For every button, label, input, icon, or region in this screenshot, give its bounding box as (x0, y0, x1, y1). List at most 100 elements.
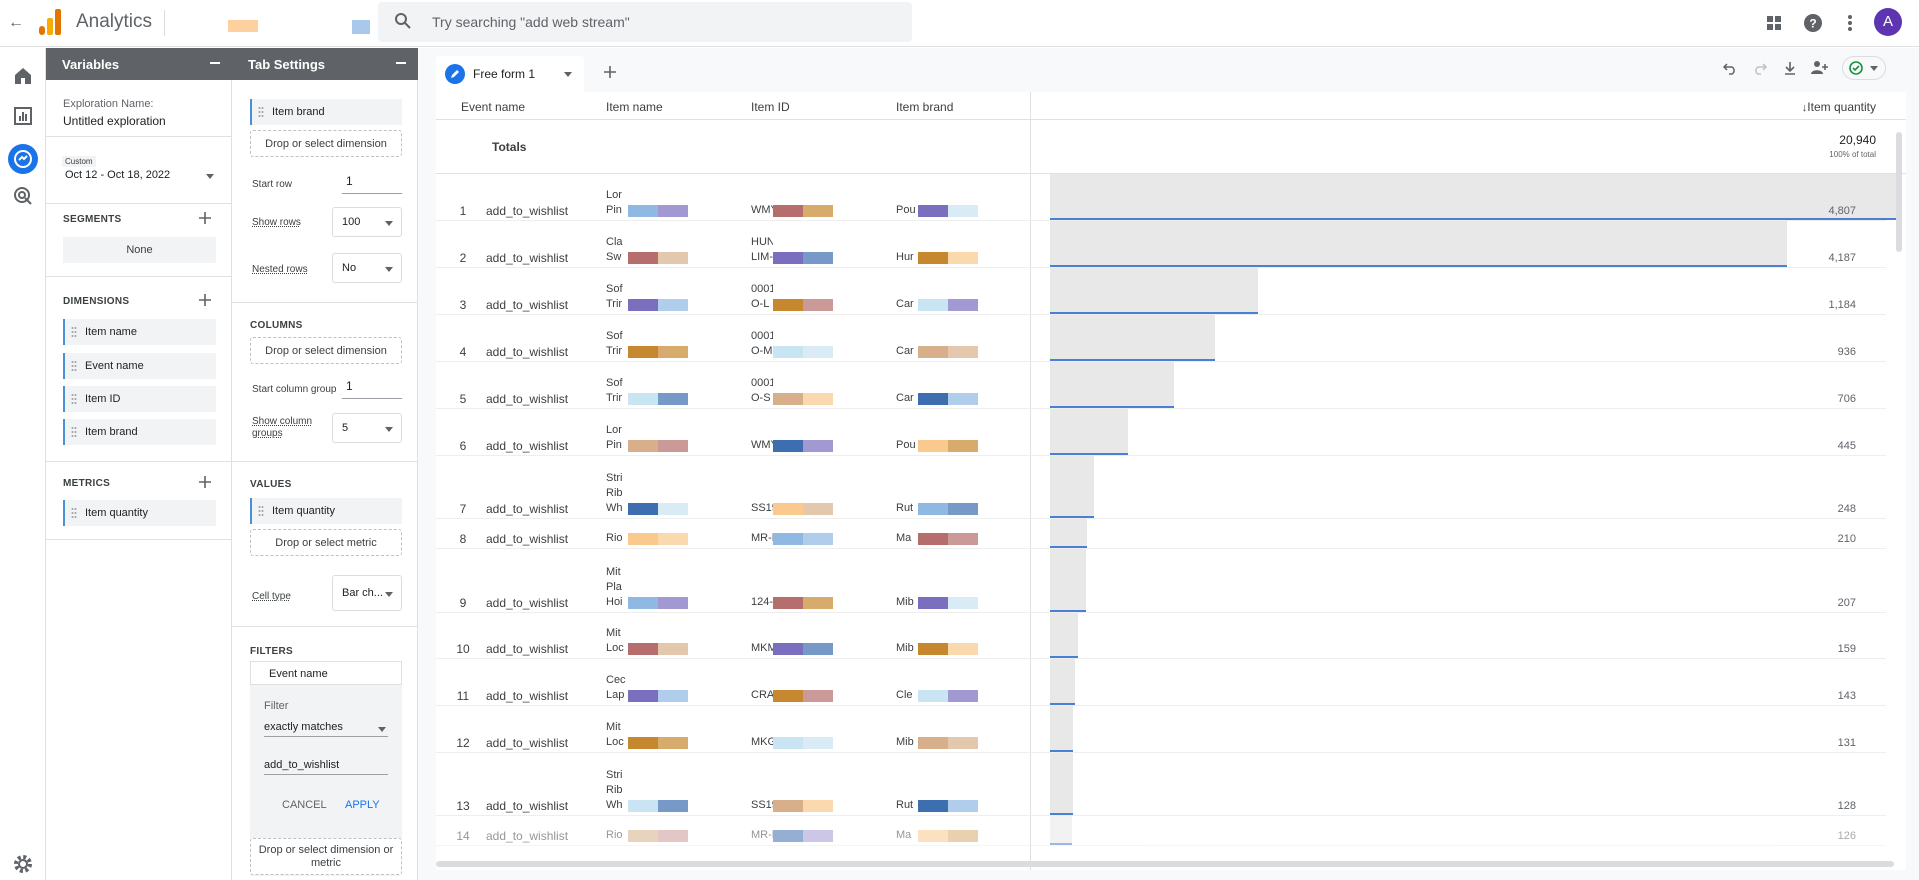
filter-operator-select[interactable]: exactly matches (264, 717, 388, 737)
dimension-chip[interactable]: Item ID (63, 386, 216, 412)
rows-drop-zone[interactable]: Drop or select dimension (250, 130, 402, 157)
date-range-picker[interactable]: Custom Oct 12 - Oct 18, 2022 (60, 156, 220, 190)
back-arrow-icon[interactable]: ← (8, 14, 24, 31)
search-bar[interactable]: Try searching "add web stream" (378, 2, 912, 42)
search-input[interactable]: Try searching "add web stream" (432, 14, 630, 30)
drag-handle-icon[interactable] (258, 505, 264, 517)
col-header-item-brand[interactable]: Item brand (896, 100, 954, 114)
redacted-block (948, 503, 978, 515)
table-row[interactable]: 13 add_to_wishlist Stri Rib Wh SS19 Rut 128 (436, 753, 1886, 816)
add-dimension-icon[interactable] (198, 293, 212, 307)
explore-icon[interactable] (7, 143, 39, 175)
show-rows-select[interactable]: 100 (332, 207, 402, 237)
values-chip-label: Item quantity (272, 505, 335, 517)
row-number: 14 (456, 829, 470, 843)
avatar[interactable]: A (1874, 8, 1902, 36)
table-row[interactable]: 1 add_to_wishlist Lor Pin WMY Pou 4,807 (436, 174, 1896, 221)
col-header-item-name[interactable]: Item name (606, 100, 663, 114)
drag-handle-icon[interactable] (71, 326, 77, 338)
exploration-name[interactable]: Untitled exploration (63, 114, 166, 128)
rows-dimension-chip[interactable]: Item brand (250, 99, 402, 125)
bar-chart-bar (1050, 549, 1086, 611)
dimension-chip[interactable]: Item name (63, 319, 216, 345)
show-column-groups-select[interactable]: 5 (332, 413, 402, 443)
drag-handle-icon[interactable] (71, 507, 77, 519)
redacted-block (658, 690, 688, 702)
item-brand-cell: Hur (896, 251, 914, 263)
table-row[interactable]: 12 add_to_wishlist Mit Loc MKGI Mib 131 (436, 706, 1886, 753)
table-row[interactable]: 10 add_to_wishlist Mit Loc MKM Mib 159 (436, 613, 1886, 659)
tab-free-form-1[interactable]: Free form 1 (436, 56, 584, 92)
table-row[interactable]: 11 add_to_wishlist Cec Lap CRAF Cle 143 (436, 659, 1886, 706)
item-brand-cell: Car (896, 392, 914, 404)
redacted-block (803, 503, 833, 515)
collapse-variables-icon[interactable] (210, 62, 220, 64)
table-row[interactable]: 4 add_to_wishlist Sof Trir 0001 O-M Car 936 (436, 315, 1886, 362)
table-row[interactable]: 3 add_to_wishlist Sof Trir 0001 O-L Car 1,184 (436, 268, 1886, 315)
filter-apply-button[interactable]: APPLY (345, 799, 380, 811)
nested-rows-select[interactable]: No (332, 253, 402, 283)
table-row[interactable]: 14 add_to_wishlist Rio MR-R Ma 126 (436, 816, 1886, 846)
horizontal-scrollbar[interactable] (436, 861, 1894, 867)
account-selector[interactable] (228, 20, 258, 32)
col-header-event-name[interactable]: Event name (461, 100, 526, 114)
share-people-icon[interactable] (1810, 59, 1830, 77)
help-icon[interactable]: ? (1801, 11, 1825, 35)
save-status-button[interactable] (1842, 56, 1886, 80)
filter-value-input[interactable]: add_to_wishlist (264, 751, 388, 775)
values-metric-chip[interactable]: Item quantity (250, 498, 402, 524)
bar-chart-bar (1050, 706, 1073, 751)
redacted-block (773, 346, 803, 358)
values-drop-zone[interactable]: Drop or select metric (250, 529, 402, 556)
redo-icon[interactable] (1752, 60, 1768, 76)
table-row[interactable]: 8 add_to_wishlist Rio MR-R Ma 210 (436, 519, 1886, 549)
download-icon[interactable] (1782, 60, 1798, 76)
tab-settings-panel: Tab Settings Item brand Drop or select d… (232, 48, 418, 880)
col-header-item-id[interactable]: Item ID (751, 100, 790, 114)
start-row-input[interactable]: 1 (342, 174, 402, 194)
edit-pencil-icon (445, 64, 465, 84)
redacted-block (773, 737, 803, 749)
reports-icon[interactable] (11, 104, 35, 128)
dimension-chip[interactable]: Event name (63, 353, 216, 379)
free-form-table: Event name Item name Item ID Item brand … (436, 92, 1906, 870)
table-row[interactable]: 2 add_to_wishlist Cla Sw HUNZ LIM-C Hur 4,187 (436, 221, 1886, 268)
filters-drop-zone[interactable]: Drop or select dimension or metric (250, 838, 402, 875)
filter-cancel-button[interactable]: CANCEL (282, 799, 327, 811)
drag-handle-icon[interactable] (258, 106, 264, 118)
item-name-cell: Cec (606, 674, 626, 686)
start-column-input[interactable]: 1 (342, 379, 402, 399)
add-tab-icon[interactable] (602, 64, 618, 80)
collapse-tab-settings-icon[interactable] (396, 62, 406, 64)
property-selector[interactable] (352, 20, 370, 34)
drag-handle-icon[interactable] (71, 360, 77, 372)
apps-grid-icon[interactable] (1762, 11, 1786, 35)
table-row[interactable]: 6 add_to_wishlist Lor Pin WMY Pou 445 (436, 409, 1886, 456)
metric-chip[interactable]: Item quantity (63, 500, 216, 526)
add-segment-icon[interactable] (198, 211, 212, 225)
bar-chart-bar (1050, 456, 1094, 517)
cell-type-select[interactable]: Bar ch... (332, 575, 402, 611)
table-row[interactable]: 5 add_to_wishlist Sof Trir 0001 O-S Car 706 (436, 362, 1886, 409)
redacted-block (948, 830, 978, 842)
vertical-scrollbar[interactable] (1896, 132, 1902, 252)
tab-menu-chevron-icon[interactable] (564, 72, 572, 77)
undo-icon[interactable] (1722, 60, 1738, 76)
more-vert-icon[interactable] (1838, 11, 1862, 35)
table-row[interactable]: 7 add_to_wishlist Stri Rib Wh SS19 Rut 248 (436, 456, 1886, 519)
redacted-block (658, 440, 688, 452)
bar-chart-bar (1050, 519, 1087, 547)
table-row[interactable]: 9 add_to_wishlist Mit Pla Hoi 124-0 Mib 207 (436, 549, 1886, 613)
filter-dimension[interactable]: Event name (250, 661, 402, 685)
add-metric-icon[interactable] (198, 475, 212, 489)
redacted-block (658, 393, 688, 405)
columns-drop-zone[interactable]: Drop or select dimension (250, 337, 402, 364)
col-header-item-quantity[interactable]: ↓Item quantity (1802, 100, 1876, 114)
settings-gear-icon[interactable] (11, 852, 35, 876)
dimension-chip[interactable]: Item brand (63, 419, 216, 445)
drag-handle-icon[interactable] (71, 426, 77, 438)
row-divider (436, 267, 1886, 268)
home-icon[interactable] (11, 64, 35, 88)
advertising-icon[interactable] (11, 184, 35, 208)
drag-handle-icon[interactable] (71, 393, 77, 405)
